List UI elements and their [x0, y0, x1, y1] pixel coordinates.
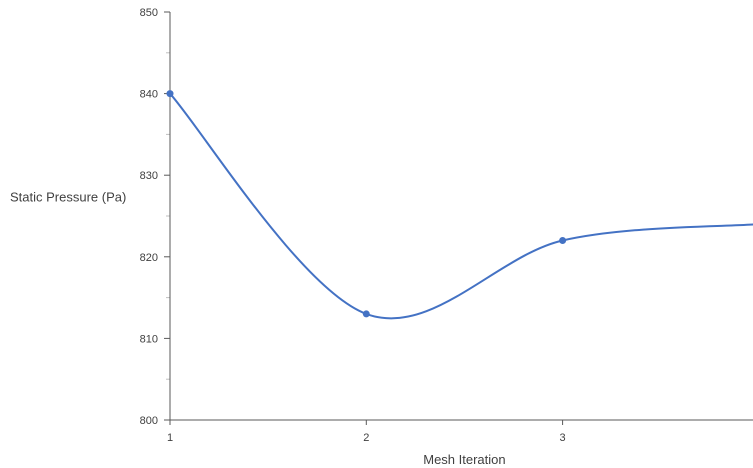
x-major-ticks [169, 420, 564, 425]
y-tick-label: 830 [140, 170, 158, 182]
x-tick-label: 3 [560, 432, 566, 444]
y-tick-label: 810 [140, 333, 158, 345]
x-axis-title: Mesh Iteration [423, 452, 505, 467]
data-point [362, 310, 370, 318]
series-line [170, 92, 753, 320]
x-tick-label: 1 [167, 432, 173, 444]
x-tick-label: 2 [363, 432, 369, 444]
y-tick-label: 840 [140, 89, 158, 101]
y-tick-label: 800 [140, 415, 158, 427]
y-minor-ticks [166, 52, 170, 380]
series-layer [166, 90, 753, 320]
data-point [559, 236, 567, 244]
y-axis-title: Static Pressure (Pa) [10, 190, 126, 205]
y-tick-label: 850 [140, 7, 158, 19]
data-point [166, 90, 174, 98]
y-tick-label: 820 [140, 252, 158, 264]
x-tick-labels: 1 2 3 [167, 432, 566, 444]
y-tick-labels: 800 810 820 830 840 850 [140, 7, 158, 427]
